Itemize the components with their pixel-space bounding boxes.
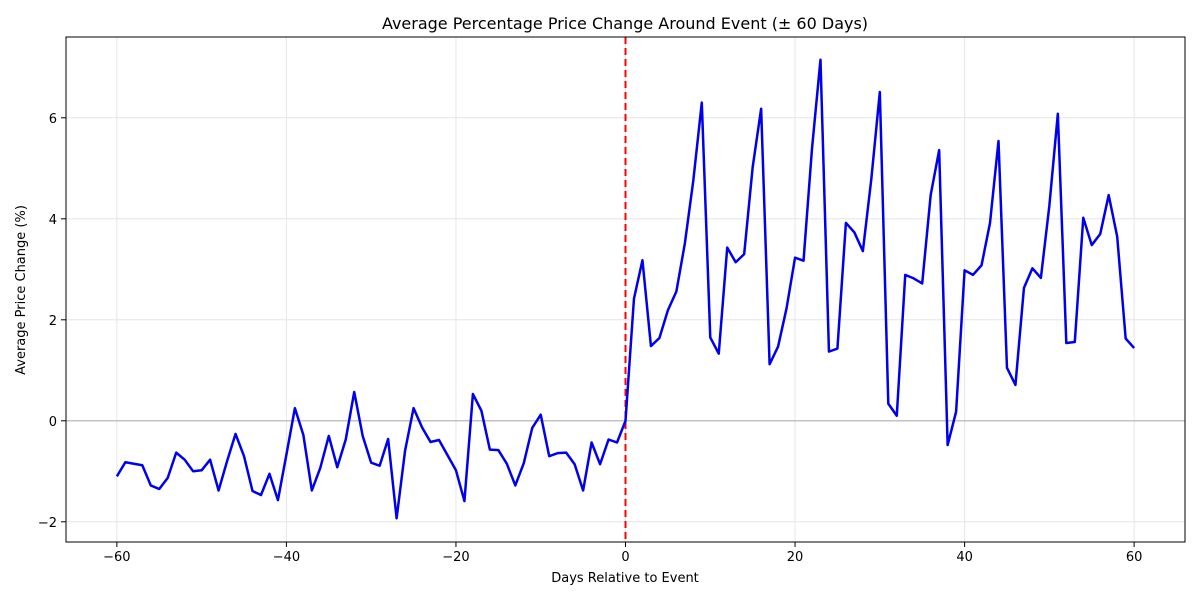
x-tick-label: 60 <box>1126 550 1143 565</box>
y-tick-label: 0 <box>49 415 57 430</box>
y-axis-label: Average Price Change (%) <box>14 205 29 375</box>
chart-title: Average Percentage Price Change Around E… <box>382 14 868 33</box>
series-layer <box>115 58 1136 520</box>
y-tick-label: 6 <box>49 112 57 127</box>
x-axis-ticks: −60 −40 −20 0 20 40 60 <box>103 542 1142 565</box>
x-tick-label: −20 <box>442 550 469 565</box>
x-tick-label: −40 <box>273 550 300 565</box>
y-tick-label: −2 <box>38 516 57 531</box>
y-tick-label: 2 <box>49 314 57 329</box>
x-axis-label: Days Relative to Event <box>551 571 699 586</box>
series-line <box>115 58 1136 520</box>
x-tick-label: 20 <box>787 550 804 565</box>
x-tick-label: 40 <box>956 550 973 565</box>
y-axis-ticks: −2 0 2 4 6 <box>38 112 66 531</box>
x-tick-label: −60 <box>103 550 130 565</box>
y-tick-label: 4 <box>49 213 57 228</box>
x-tick-label: 0 <box>621 550 629 565</box>
